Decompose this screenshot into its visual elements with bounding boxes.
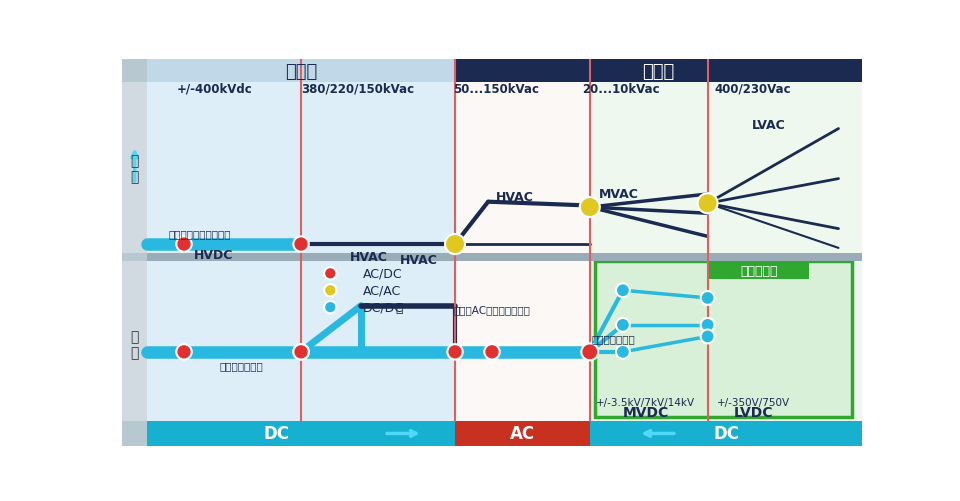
Circle shape (177, 345, 192, 360)
Circle shape (701, 330, 714, 344)
Text: マルチポイント: マルチポイント (591, 333, 636, 343)
Bar (123, 83, 147, 254)
Text: HVAC: HVAC (349, 250, 388, 264)
Circle shape (616, 284, 630, 298)
Text: AC/DC: AC/DC (363, 267, 402, 280)
Bar (589, 421, 861, 446)
Text: LVAC: LVAC (753, 119, 786, 132)
Circle shape (294, 237, 309, 252)
Text: DC/DC: DC/DC (363, 301, 403, 314)
Text: AC: AC (510, 425, 536, 442)
Circle shape (447, 345, 463, 360)
Text: AC/AC: AC/AC (363, 284, 401, 297)
Bar (147, 421, 455, 446)
Text: DC: DC (263, 425, 289, 442)
Text: HVAC: HVAC (496, 190, 534, 203)
Bar (147, 60, 455, 83)
Text: ポイントツーポイント: ポイントツーポイント (168, 229, 230, 239)
Bar (147, 254, 861, 262)
Bar (709, 262, 809, 279)
Text: DC: DC (714, 425, 740, 442)
Circle shape (701, 318, 714, 332)
Text: マルチポイント: マルチポイント (220, 360, 264, 370)
Text: 送電網: 送電網 (285, 63, 317, 81)
Circle shape (484, 345, 500, 360)
Circle shape (294, 345, 309, 360)
Bar (147, 83, 455, 421)
Circle shape (582, 344, 598, 361)
Text: LVDC: LVDC (734, 405, 774, 419)
Text: 配電網: 配電網 (642, 63, 675, 81)
Text: ～: ～ (396, 301, 403, 314)
Circle shape (616, 318, 630, 332)
Circle shape (324, 285, 336, 297)
Bar (455, 83, 589, 421)
Text: 50...150kVac: 50...150kVac (453, 83, 539, 96)
Bar (595, 262, 852, 417)
Text: 20...10kVac: 20...10kVac (583, 83, 660, 96)
Text: 380/220/150kVac: 380/220/150kVac (300, 83, 414, 96)
Text: 直流の世界: 直流の世界 (740, 264, 778, 277)
Circle shape (616, 345, 630, 359)
Bar (455, 60, 861, 83)
Text: HVAC: HVAC (400, 254, 438, 267)
Bar (123, 262, 147, 421)
Circle shape (580, 198, 600, 217)
Text: +/-350V/750V: +/-350V/750V (717, 397, 790, 407)
Circle shape (701, 292, 714, 305)
Circle shape (177, 237, 192, 252)
Text: +/-3.5kV/7kV/14kV: +/-3.5kV/7kV/14kV (596, 397, 696, 407)
Circle shape (445, 234, 465, 255)
Text: 従来のAC（交流）を維持: 従来のAC（交流）を維持 (453, 305, 531, 315)
Circle shape (324, 268, 336, 280)
Text: +/-400kVdc: +/-400kVdc (177, 83, 252, 96)
Bar (455, 421, 589, 446)
Text: HVDC: HVDC (194, 249, 233, 262)
Text: 現
在: 現 在 (131, 153, 139, 183)
Text: 400/230Vac: 400/230Vac (714, 83, 791, 96)
Text: 将
来: 将 来 (131, 329, 139, 360)
Bar (589, 83, 861, 421)
Bar (123, 60, 147, 446)
Circle shape (698, 194, 718, 214)
Text: MVDC: MVDC (623, 405, 669, 419)
Circle shape (294, 345, 309, 360)
Text: MVAC: MVAC (599, 188, 639, 201)
Circle shape (324, 302, 336, 314)
